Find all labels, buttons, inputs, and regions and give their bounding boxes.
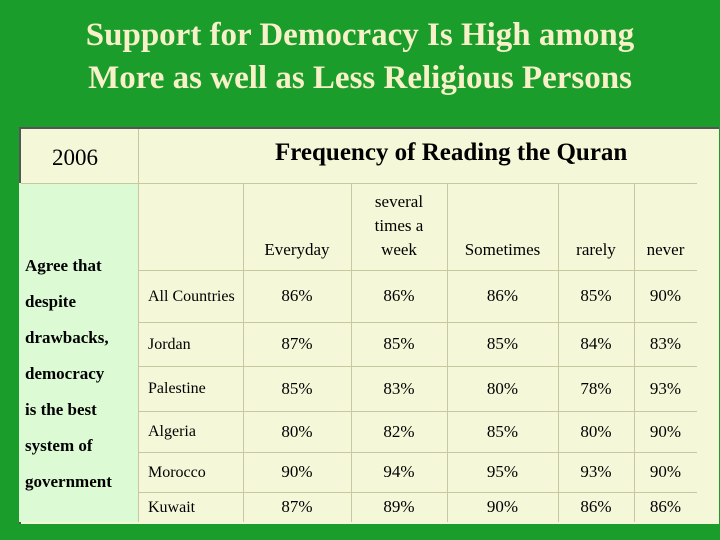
table-cell: 94% <box>383 462 415 481</box>
table-cell: 90% <box>649 462 682 481</box>
country-label: Palestine <box>148 380 206 397</box>
grid-line-vertical <box>447 183 448 522</box>
country-label: Kuwait <box>148 498 196 516</box>
table-cell: 89% <box>383 497 415 516</box>
table-cell: 85% <box>580 286 612 305</box>
title-line-1: Support for Democracy Is High among <box>85 17 635 53</box>
table-cell: 86% <box>281 286 313 305</box>
grid-line-vertical <box>138 129 139 183</box>
grid-line-vertical <box>138 183 139 522</box>
country-label: Jordan <box>148 335 191 353</box>
table-cell: 80% <box>281 421 313 441</box>
grid-line-horizontal <box>21 183 138 184</box>
table-cell: 86% <box>649 497 682 516</box>
grid-line-horizontal <box>138 492 697 493</box>
table-cell: 90% <box>281 462 313 481</box>
column-header: never <box>646 240 685 259</box>
grid-line-vertical <box>351 183 352 522</box>
country-label: Algeria <box>148 423 196 440</box>
table-cell: 87% <box>281 334 313 353</box>
table-cell: 90% <box>486 497 519 516</box>
column-header: Everyday <box>264 240 330 259</box>
table-cell: 85% <box>281 378 313 398</box>
table-cell: 95% <box>486 462 519 481</box>
row-heading-line: Agree that <box>25 256 102 275</box>
grid-line-vertical <box>243 183 244 522</box>
grid-line-horizontal <box>138 183 697 184</box>
table-cell: 83% <box>383 378 415 398</box>
column-header: Sometimes <box>464 240 541 259</box>
table-cell: 82% <box>383 421 415 441</box>
country-label: Morocco <box>148 463 206 481</box>
grid-line-horizontal <box>138 452 697 453</box>
table-cell: 87% <box>281 497 313 516</box>
row-heading-line: system of <box>25 436 93 455</box>
table-cell: 93% <box>649 378 682 398</box>
grid-line-horizontal <box>138 322 697 323</box>
title-line-2: More as well as Less Religious Persons <box>88 60 632 96</box>
row-heading-line: despite <box>25 292 76 311</box>
grid-line-vertical <box>634 183 635 522</box>
column-group-header: Frequency of Reading the Quran <box>275 139 628 166</box>
table-cell: 85% <box>486 421 519 441</box>
grid-line-horizontal <box>138 411 697 412</box>
table-cell: 90% <box>649 421 682 441</box>
grid-line-horizontal <box>138 366 697 367</box>
row-heading-line: democracy <box>25 364 105 383</box>
table-cell: 78% <box>580 378 612 398</box>
table-cell: 80% <box>486 378 519 398</box>
column-header: several times a week <box>374 192 424 259</box>
table-cell: 84% <box>580 334 612 353</box>
country-label: All Countries <box>148 287 235 305</box>
grid-line-vertical <box>558 183 559 522</box>
table-cell: 83% <box>649 334 682 353</box>
table-cell: 85% <box>383 334 415 353</box>
column-header: rarely <box>576 240 616 259</box>
table-cell: 80% <box>580 421 612 441</box>
row-heading-line: drawbacks, <box>25 328 109 347</box>
row-heading-line: is the best <box>25 400 97 419</box>
table-cell: 85% <box>486 334 519 353</box>
slide-title: Support for Democracy Is High among More… <box>0 14 720 100</box>
table-cell: 86% <box>486 286 519 305</box>
table-cell: 86% <box>580 497 612 516</box>
table-cell: 86% <box>383 286 415 305</box>
table-cell: 90% <box>649 286 682 305</box>
table-cell: 93% <box>580 462 612 481</box>
row-heading-panel <box>19 183 138 522</box>
grid-line-horizontal <box>138 270 697 271</box>
year-label: 2006 <box>52 145 98 170</box>
row-heading-line: government <box>25 472 112 491</box>
